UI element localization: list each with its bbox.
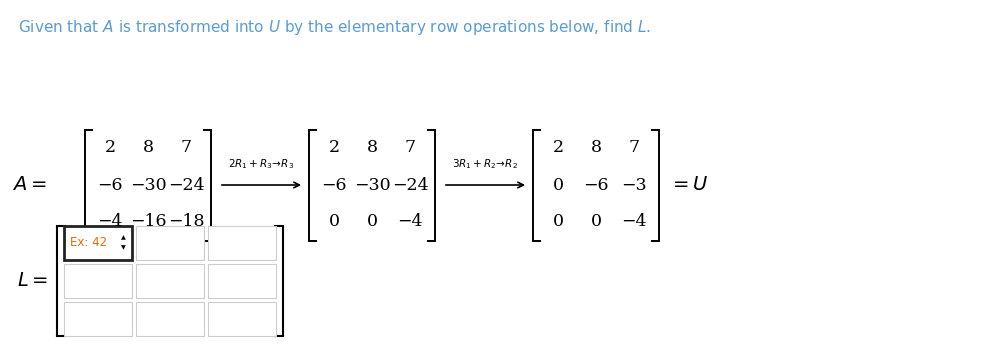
FancyBboxPatch shape: [208, 302, 276, 336]
Text: $=U$: $=U$: [669, 176, 708, 194]
Text: 0: 0: [590, 213, 601, 231]
FancyBboxPatch shape: [136, 264, 204, 298]
Text: 2: 2: [552, 139, 563, 157]
Text: 0: 0: [552, 177, 563, 193]
Text: 0: 0: [367, 213, 378, 231]
FancyBboxPatch shape: [64, 226, 132, 260]
Text: 2: 2: [329, 139, 340, 157]
Text: −4: −4: [621, 213, 646, 231]
Text: −6: −6: [322, 177, 347, 193]
Text: 0: 0: [329, 213, 340, 231]
FancyBboxPatch shape: [208, 264, 276, 298]
FancyBboxPatch shape: [64, 302, 132, 336]
FancyBboxPatch shape: [136, 226, 204, 260]
Text: −3: −3: [621, 177, 647, 193]
Text: 7: 7: [628, 139, 639, 157]
Text: −4: −4: [397, 213, 423, 231]
FancyBboxPatch shape: [208, 226, 276, 260]
Text: 8: 8: [367, 139, 378, 157]
Text: $A=$: $A=$: [12, 176, 47, 194]
Text: −6: −6: [97, 177, 123, 193]
Text: ▲: ▲: [120, 236, 125, 240]
Text: ▼: ▼: [120, 245, 125, 251]
Text: −24: −24: [167, 177, 204, 193]
Text: 8: 8: [590, 139, 601, 157]
Text: $2R_1+R_3\!\rightarrow\!R_3$: $2R_1+R_3\!\rightarrow\!R_3$: [228, 157, 295, 171]
Text: −4: −4: [97, 213, 123, 231]
Text: −18: −18: [167, 213, 204, 231]
Text: 7: 7: [405, 139, 416, 157]
Text: Given that $\mathit{A}$ is transformed into $\mathit{U}$ by the elementary row o: Given that $\mathit{A}$ is transformed i…: [18, 18, 651, 37]
Text: 2: 2: [104, 139, 115, 157]
Text: 0: 0: [552, 213, 563, 231]
FancyBboxPatch shape: [136, 302, 204, 336]
Text: −24: −24: [392, 177, 428, 193]
FancyBboxPatch shape: [64, 264, 132, 298]
Text: −30: −30: [129, 177, 166, 193]
Text: 8: 8: [142, 139, 153, 157]
Text: −30: −30: [354, 177, 391, 193]
Text: −16: −16: [129, 213, 166, 231]
Text: $3R_1+R_2\!\rightarrow\!R_2$: $3R_1+R_2\!\rightarrow\!R_2$: [453, 157, 518, 171]
Text: $L=$: $L=$: [17, 272, 48, 290]
Text: −6: −6: [583, 177, 609, 193]
Text: Ex: 42: Ex: 42: [70, 237, 107, 250]
Text: 7: 7: [180, 139, 191, 157]
